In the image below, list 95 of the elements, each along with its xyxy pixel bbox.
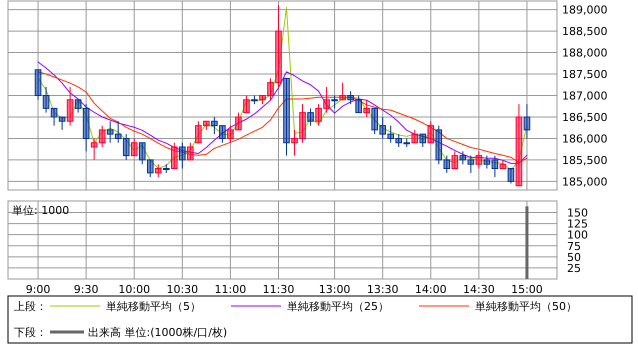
legend-label: 出来高 単位:(1000株/口/枚) bbox=[88, 326, 228, 339]
x-tick-label: 15:00 bbox=[511, 283, 543, 296]
candlestick bbox=[114, 120, 122, 144]
candlestick bbox=[130, 138, 138, 156]
x-tick-label: 13:00 bbox=[318, 283, 350, 296]
x-tick-label: 11:30 bbox=[262, 283, 294, 296]
candlestick bbox=[387, 125, 394, 144]
candlestick bbox=[42, 86, 50, 114]
candlestick bbox=[452, 150, 458, 170]
y-tick-label: 100 bbox=[567, 228, 588, 242]
candlestick bbox=[98, 125, 106, 148]
candlestick bbox=[227, 125, 234, 144]
candlestick bbox=[187, 142, 194, 160]
candlestick bbox=[500, 159, 506, 170]
candlestick bbox=[355, 95, 362, 114]
candlestick bbox=[283, 78, 290, 156]
candlestick bbox=[154, 164, 162, 178]
candlestick bbox=[146, 159, 154, 178]
candlestick bbox=[427, 120, 434, 144]
legend-title: 下段： bbox=[14, 326, 47, 339]
candlestick bbox=[195, 120, 202, 144]
candlestick bbox=[443, 155, 450, 174]
x-tick-label: 9:30 bbox=[74, 283, 98, 296]
y-tick-label: 189,000 bbox=[562, 4, 608, 17]
candlestick bbox=[339, 82, 346, 100]
candlestick bbox=[243, 95, 250, 114]
candlestick bbox=[379, 116, 386, 139]
candlestick bbox=[492, 155, 498, 178]
candlestick bbox=[468, 155, 474, 174]
x-tick-label: 11:00 bbox=[214, 283, 246, 296]
candlestick bbox=[90, 138, 98, 160]
y-tick-label: 125 bbox=[567, 218, 588, 231]
candlestick bbox=[331, 95, 338, 109]
y-tick-label: 187,500 bbox=[562, 68, 608, 82]
candlestick bbox=[219, 125, 226, 144]
x-tick-label: 14:00 bbox=[414, 283, 447, 296]
candlestick bbox=[259, 95, 266, 105]
candlestick bbox=[235, 112, 242, 130]
y-tick-label: 188,000 bbox=[562, 46, 608, 60]
y-tick-label: 188,500 bbox=[562, 25, 608, 38]
candlestick bbox=[363, 99, 370, 118]
candlestick bbox=[171, 142, 178, 170]
y-tick-label: 187,000 bbox=[562, 90, 608, 102]
y-tick-label: 150 bbox=[567, 206, 588, 220]
candlestick bbox=[58, 116, 66, 130]
candlestick bbox=[524, 104, 530, 139]
candlestick bbox=[162, 164, 170, 174]
candlestick bbox=[122, 134, 130, 160]
y-tick-label: 186,000 bbox=[562, 132, 608, 146]
candlestick bbox=[267, 78, 274, 100]
candlestick bbox=[299, 104, 306, 144]
candlestick bbox=[371, 108, 378, 135]
candlestick bbox=[307, 108, 314, 126]
x-tick-label: 13:30 bbox=[366, 283, 399, 296]
y-tick-label: 186,500 bbox=[562, 110, 608, 124]
x-tick-label: 10:30 bbox=[166, 283, 198, 296]
candlestick bbox=[435, 125, 442, 165]
candlestick bbox=[484, 155, 490, 170]
line-series bbox=[38, 6, 528, 171]
y-tick-label: 75 bbox=[567, 240, 581, 253]
candlestick bbox=[203, 120, 210, 130]
candlestick bbox=[82, 104, 90, 152]
candlestick bbox=[251, 95, 258, 105]
candlestick bbox=[460, 150, 466, 165]
x-tick-label: 10:00 bbox=[118, 283, 150, 296]
candlestick bbox=[34, 69, 42, 100]
candlestick bbox=[66, 86, 74, 126]
candlestick bbox=[508, 168, 514, 184]
x-tick-label: 9:00 bbox=[26, 283, 50, 296]
candlestick bbox=[50, 108, 58, 126]
legend-label: 単純移動平均（5） bbox=[106, 300, 201, 313]
candlestick bbox=[419, 134, 426, 148]
y-tick-label: 185,000 bbox=[562, 175, 608, 188]
candlestick bbox=[138, 142, 146, 165]
candlestick bbox=[403, 138, 410, 148]
legend-label: 単純移動平均（50） bbox=[475, 300, 577, 313]
annotation: 単位: 1000 bbox=[12, 204, 70, 217]
candlestick bbox=[347, 90, 354, 105]
legend-title: 上段： bbox=[14, 300, 47, 313]
candlestick bbox=[106, 120, 114, 144]
candlestick bbox=[516, 104, 522, 186]
y-tick-label: 50 bbox=[567, 250, 581, 264]
candlestick bbox=[323, 86, 330, 114]
candlestick bbox=[411, 129, 418, 144]
candlestick bbox=[291, 129, 298, 156]
x-tick-label: 14:30 bbox=[463, 283, 495, 296]
candlestick bbox=[395, 134, 402, 148]
legend-label: 単純移動平均（25） bbox=[287, 300, 389, 313]
y-tick-label: 185,500 bbox=[562, 154, 608, 167]
candlestick bbox=[476, 150, 482, 170]
candlestick bbox=[74, 99, 82, 114]
candlestick bbox=[315, 104, 322, 126]
candlestick bbox=[179, 142, 186, 170]
y-tick-label: 25 bbox=[567, 262, 581, 275]
candlestick bbox=[211, 116, 218, 135]
